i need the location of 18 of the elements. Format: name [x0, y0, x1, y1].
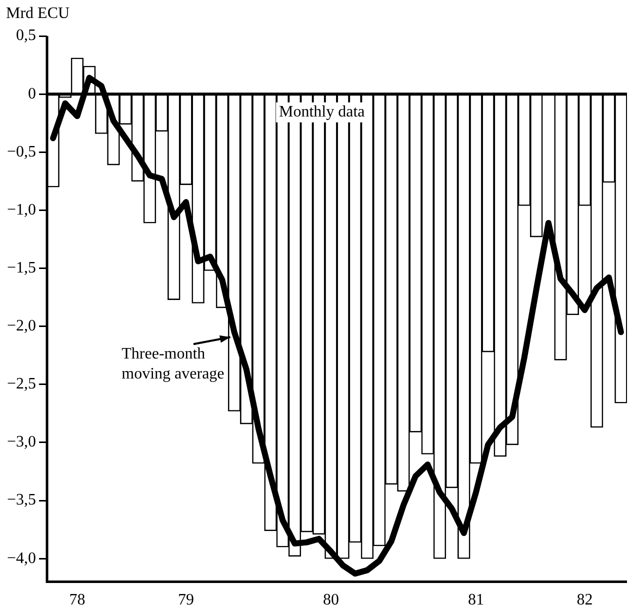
y-tick-label: −1,0: [6, 201, 36, 218]
y-tick-label: −2,5: [6, 376, 36, 393]
x-tick-label: 80: [322, 592, 339, 609]
x-tick-label: 81: [468, 592, 484, 609]
y-tick-label: −3,0: [6, 434, 36, 451]
x-tick-label: 78: [69, 592, 86, 609]
y-tick-label: −2,0: [6, 318, 36, 335]
y-tick-label: −1,5: [6, 259, 36, 276]
series-label: Monthly data: [279, 104, 365, 121]
y-tick-label: −0,5: [6, 143, 36, 160]
y-tick-label: 0: [28, 85, 36, 102]
y-tick-label: −4,0: [6, 550, 36, 567]
legend-label: Three-month moving average: [122, 345, 224, 382]
x-tick-label: 79: [178, 592, 194, 609]
y-tick-label: 0,5: [16, 27, 36, 44]
y-axis-title: Mrd ECU: [6, 5, 70, 22]
y-tick-label: −3,5: [6, 492, 36, 509]
x-tick-label: 82: [576, 592, 593, 609]
